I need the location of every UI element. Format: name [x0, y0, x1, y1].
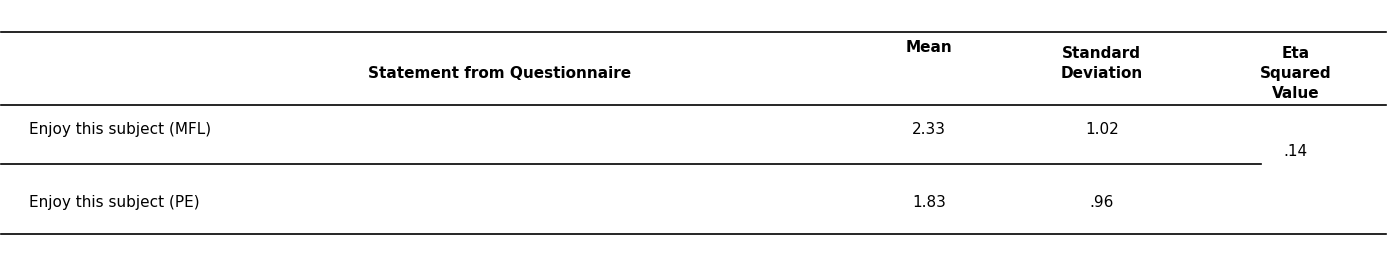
Text: 1.02: 1.02 [1085, 122, 1119, 137]
Text: Eta
Squared
Value: Eta Squared Value [1259, 46, 1332, 101]
Text: Enjoy this subject (MFL): Enjoy this subject (MFL) [29, 122, 211, 137]
Text: Standard
Deviation: Standard Deviation [1061, 46, 1143, 81]
Text: Enjoy this subject (PE): Enjoy this subject (PE) [29, 195, 200, 210]
Text: .14: .14 [1283, 144, 1308, 159]
Text: Statement from Questionnaire: Statement from Questionnaire [368, 66, 631, 81]
Text: .96: .96 [1090, 195, 1114, 210]
Text: 2.33: 2.33 [911, 122, 946, 137]
Text: Mean: Mean [906, 40, 953, 55]
Text: 1.83: 1.83 [911, 195, 946, 210]
